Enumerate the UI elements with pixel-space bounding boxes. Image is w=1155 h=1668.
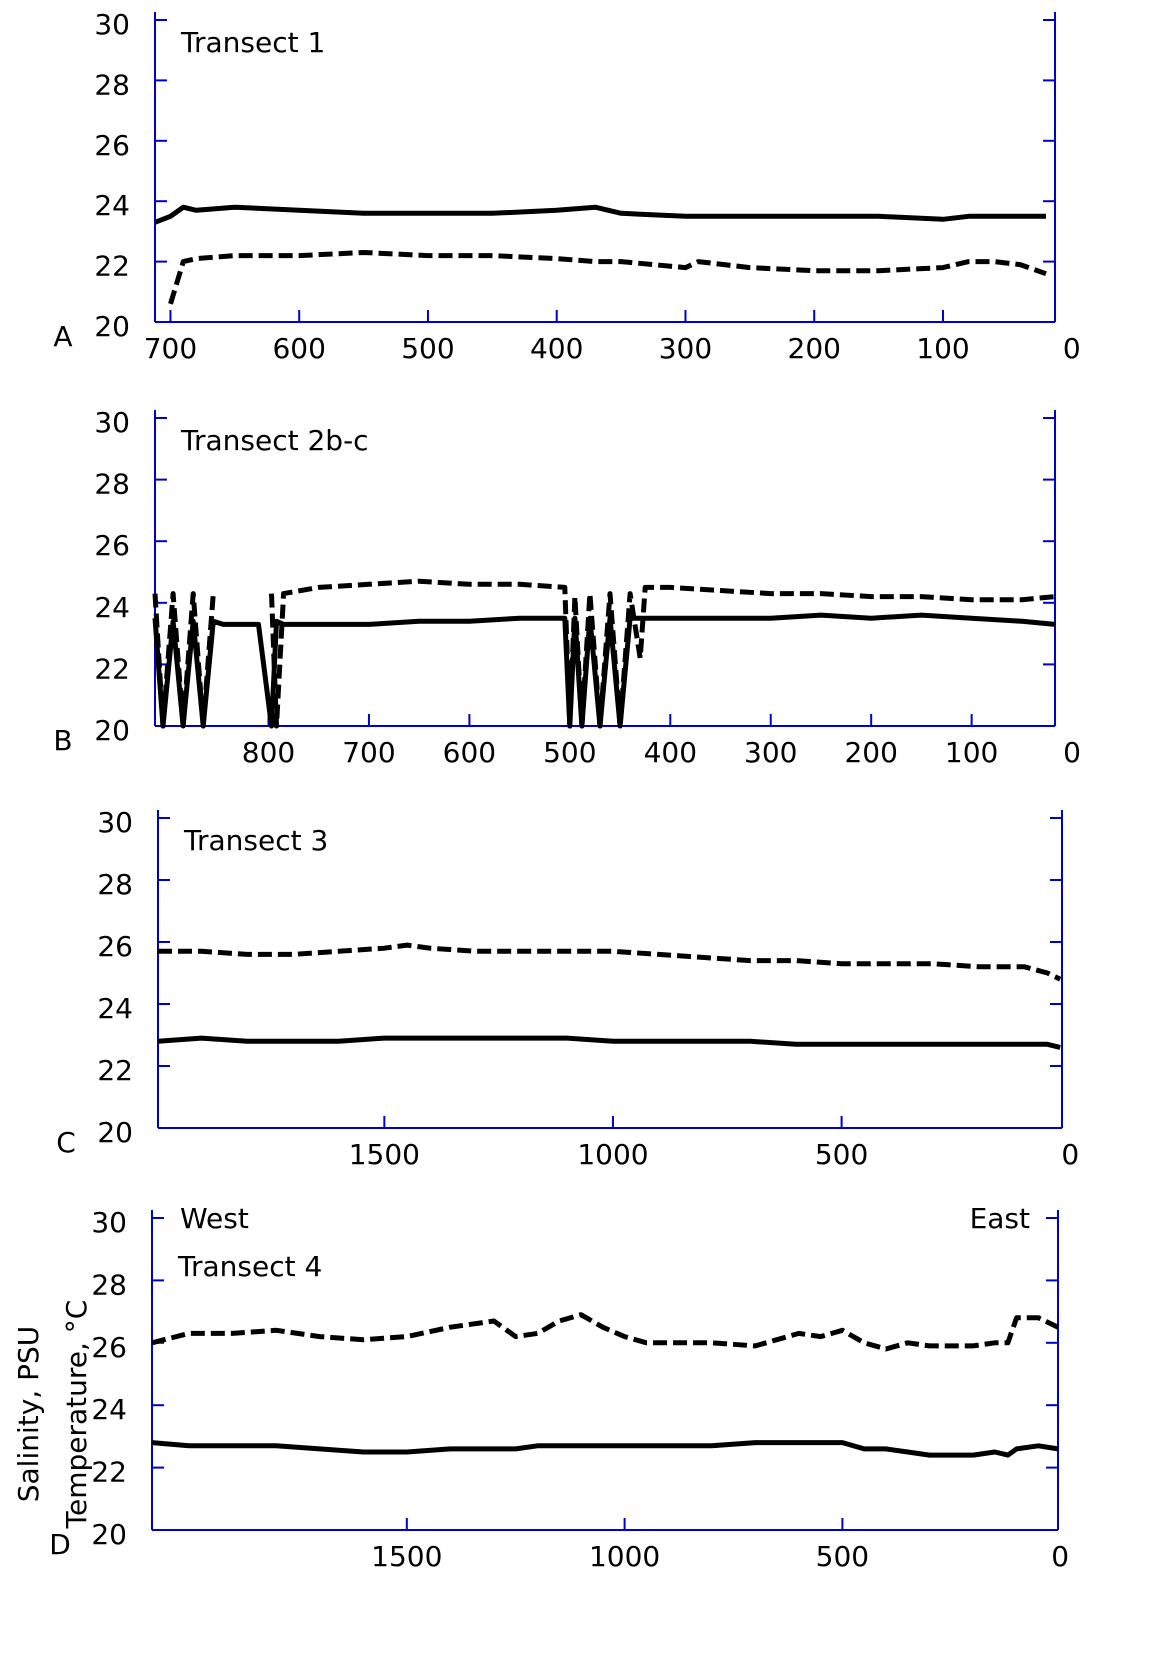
x-tick-label: 1000 xyxy=(577,1138,648,1171)
y-tick-label: 20 xyxy=(91,1518,127,1551)
y-tick-label: 30 xyxy=(94,8,130,41)
x-tick-label: 500 xyxy=(401,332,454,365)
x-tick-label: 200 xyxy=(788,332,841,365)
y-tick-label: 26 xyxy=(91,1331,127,1364)
series-line xyxy=(168,250,1047,305)
series-line xyxy=(151,1440,1059,1458)
y-tick-label: 22 xyxy=(97,1054,133,1087)
series-line xyxy=(154,204,1046,225)
annotation: West xyxy=(180,1202,249,1235)
y-tick-label: 20 xyxy=(97,1116,133,1149)
panel-title: Transect 3 xyxy=(183,824,328,857)
x-tick-label: 500 xyxy=(815,1138,868,1171)
x-tick-label: 600 xyxy=(272,332,325,365)
y-tick-label: 30 xyxy=(94,406,130,439)
x-tick-label: 100 xyxy=(945,736,998,769)
y-tick-label: 22 xyxy=(94,652,130,685)
x-tick-label: 400 xyxy=(644,736,697,769)
y-tick-label: 20 xyxy=(94,714,130,747)
x-tick-label: 100 xyxy=(916,332,969,365)
x-tick-label: 0 xyxy=(1063,736,1081,769)
panel-title: Transect 1 xyxy=(180,26,325,59)
x-tick-label: 500 xyxy=(543,736,596,769)
y-tick-label: 28 xyxy=(91,1268,127,1301)
x-tick-label: 300 xyxy=(659,332,712,365)
y-tick-label: 20 xyxy=(94,310,130,343)
x-tick-label: 1000 xyxy=(589,1540,660,1573)
y-tick-label: 30 xyxy=(97,806,133,839)
y-tick-label: 24 xyxy=(94,189,130,222)
y-axis-label: Salinity, PSU xyxy=(12,1326,45,1503)
y-tick-label: 26 xyxy=(94,529,130,562)
panel-label: D xyxy=(49,1528,71,1561)
y-tick-label: 28 xyxy=(94,468,130,501)
x-tick-label: 300 xyxy=(744,736,797,769)
y-tick-label: 26 xyxy=(97,930,133,963)
x-tick-label: 700 xyxy=(144,332,197,365)
x-tick-label: 600 xyxy=(443,736,496,769)
x-tick-label: 1500 xyxy=(371,1540,442,1573)
x-tick-label: 1500 xyxy=(349,1138,420,1171)
series-line xyxy=(158,942,1062,982)
y-tick-label: 24 xyxy=(94,591,130,624)
x-tick-label: 800 xyxy=(242,736,295,769)
y-tick-label: 22 xyxy=(91,1456,127,1489)
y-tick-label: 22 xyxy=(94,250,130,283)
x-tick-label: 400 xyxy=(530,332,583,365)
y-tick-label: 26 xyxy=(94,129,130,162)
panel-title: Transect 4 xyxy=(177,1250,322,1283)
y-tick-label: 24 xyxy=(97,992,133,1025)
x-tick-label: 0 xyxy=(1051,1540,1069,1573)
y-tick-label: 24 xyxy=(91,1393,127,1426)
series-line xyxy=(157,1035,1061,1050)
x-tick-label: 500 xyxy=(816,1540,869,1573)
series-line xyxy=(151,1312,1060,1352)
x-tick-label: 0 xyxy=(1061,1138,1079,1171)
y-tick-label: 28 xyxy=(94,68,130,101)
y-axis-label: Temperature, °C xyxy=(60,1300,93,1530)
x-tick-label: 700 xyxy=(342,736,395,769)
panel-label: A xyxy=(53,320,72,353)
annotation: East xyxy=(970,1202,1030,1235)
panel-title: Transect 2b-c xyxy=(180,424,369,457)
x-tick-label: 0 xyxy=(1063,332,1081,365)
y-tick-label: 30 xyxy=(91,1206,127,1239)
y-tick-label: 28 xyxy=(97,868,133,901)
panel-label: B xyxy=(53,724,72,757)
panel-label: C xyxy=(56,1126,76,1159)
x-tick-label: 200 xyxy=(844,736,897,769)
series-line xyxy=(152,578,1056,729)
